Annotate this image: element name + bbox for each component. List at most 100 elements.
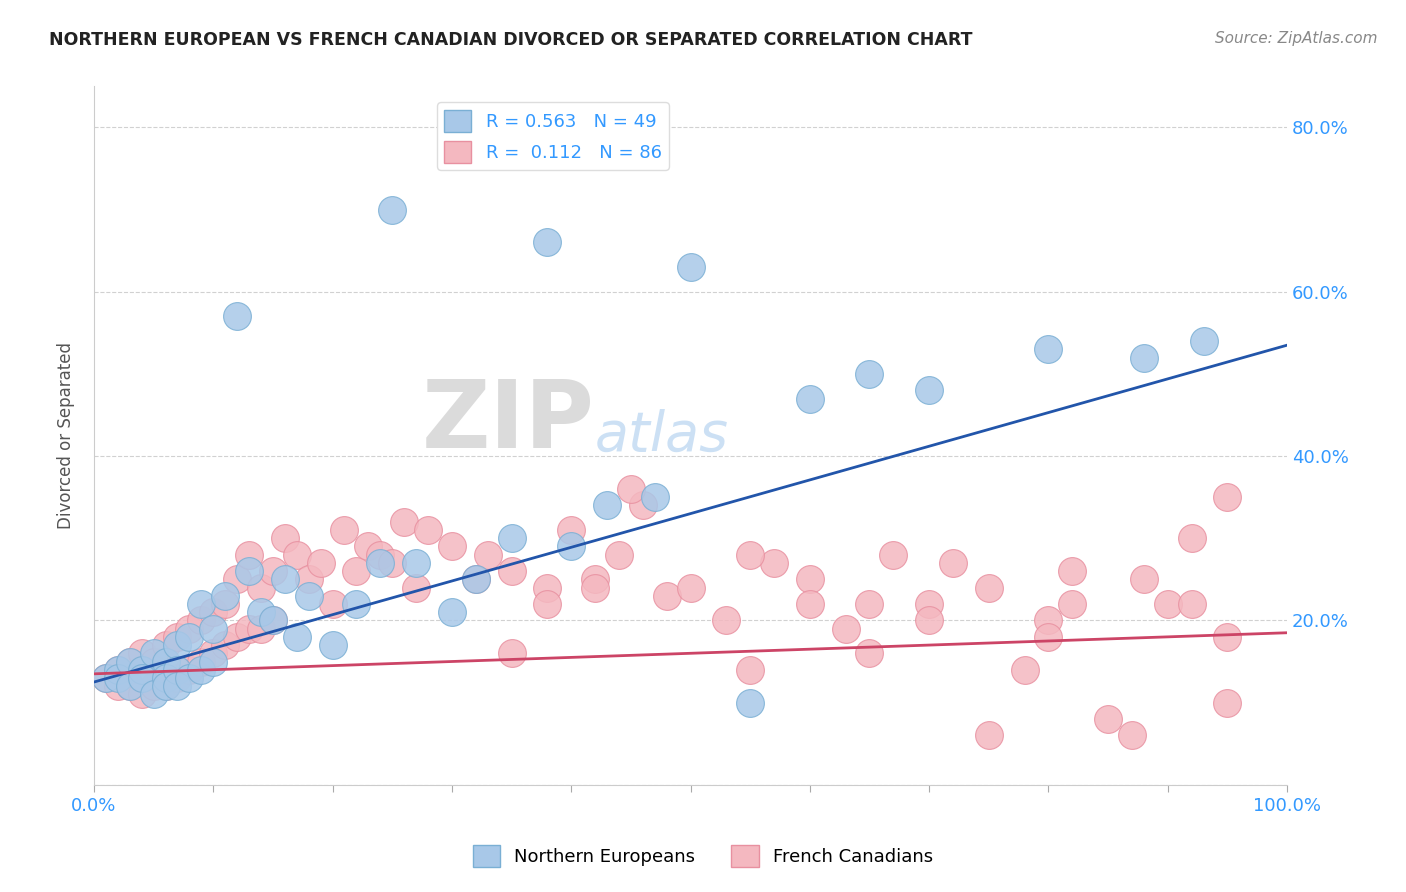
- Point: [679, 260, 702, 274]
- Point: [155, 671, 177, 685]
- Point: [1038, 614, 1060, 628]
- Point: [631, 499, 654, 513]
- Point: [501, 646, 523, 660]
- Point: [368, 548, 391, 562]
- Point: [1097, 712, 1119, 726]
- Point: [250, 622, 273, 636]
- Point: [644, 490, 666, 504]
- Point: [94, 671, 117, 685]
- Point: [179, 671, 201, 685]
- Point: [118, 655, 141, 669]
- Point: [107, 663, 129, 677]
- Point: [858, 646, 880, 660]
- Point: [464, 572, 486, 586]
- Point: [155, 679, 177, 693]
- Point: [298, 589, 321, 603]
- Point: [918, 597, 941, 611]
- Legend: Northern Europeans, French Canadians: Northern Europeans, French Canadians: [465, 838, 941, 874]
- Point: [155, 679, 177, 693]
- Point: [1038, 343, 1060, 357]
- Point: [977, 729, 1000, 743]
- Point: [501, 531, 523, 545]
- Point: [607, 548, 630, 562]
- Point: [238, 548, 260, 562]
- Point: [214, 597, 236, 611]
- Y-axis label: Divorced or Separated: Divorced or Separated: [58, 342, 75, 529]
- Point: [799, 597, 821, 611]
- Text: atlas: atlas: [595, 409, 730, 462]
- Point: [131, 687, 153, 701]
- Point: [1062, 564, 1084, 578]
- Point: [107, 663, 129, 677]
- Point: [131, 671, 153, 685]
- Point: [620, 482, 643, 496]
- Point: [131, 663, 153, 677]
- Point: [226, 630, 249, 644]
- Point: [405, 581, 427, 595]
- Point: [834, 622, 856, 636]
- Point: [763, 556, 786, 570]
- Point: [142, 687, 165, 701]
- Point: [1216, 490, 1239, 504]
- Point: [166, 671, 188, 685]
- Point: [166, 630, 188, 644]
- Point: [392, 515, 415, 529]
- Point: [536, 235, 558, 250]
- Point: [716, 614, 738, 628]
- Text: ZIP: ZIP: [422, 376, 595, 467]
- Point: [322, 638, 344, 652]
- Point: [190, 663, 212, 677]
- Point: [179, 622, 201, 636]
- Point: [166, 663, 188, 677]
- Point: [416, 523, 439, 537]
- Point: [1133, 572, 1156, 586]
- Point: [740, 548, 762, 562]
- Point: [285, 548, 308, 562]
- Text: NORTHERN EUROPEAN VS FRENCH CANADIAN DIVORCED OR SEPARATED CORRELATION CHART: NORTHERN EUROPEAN VS FRENCH CANADIAN DIV…: [49, 31, 973, 49]
- Point: [357, 540, 380, 554]
- Point: [238, 564, 260, 578]
- Point: [155, 638, 177, 652]
- Point: [381, 556, 404, 570]
- Point: [799, 392, 821, 406]
- Point: [118, 679, 141, 693]
- Point: [464, 572, 486, 586]
- Point: [107, 679, 129, 693]
- Point: [858, 597, 880, 611]
- Point: [1181, 531, 1204, 545]
- Point: [107, 671, 129, 685]
- Point: [118, 679, 141, 693]
- Point: [118, 655, 141, 669]
- Point: [142, 646, 165, 660]
- Point: [142, 655, 165, 669]
- Point: [322, 597, 344, 611]
- Point: [166, 679, 188, 693]
- Point: [142, 679, 165, 693]
- Point: [942, 556, 965, 570]
- Point: [190, 597, 212, 611]
- Point: [94, 671, 117, 685]
- Point: [1133, 351, 1156, 365]
- Point: [381, 202, 404, 217]
- Point: [740, 663, 762, 677]
- Point: [262, 614, 284, 628]
- Point: [655, 589, 678, 603]
- Point: [405, 556, 427, 570]
- Point: [250, 605, 273, 619]
- Point: [179, 663, 201, 677]
- Point: [560, 540, 582, 554]
- Point: [858, 367, 880, 381]
- Point: [262, 564, 284, 578]
- Point: [238, 622, 260, 636]
- Point: [190, 614, 212, 628]
- Point: [1216, 696, 1239, 710]
- Point: [262, 614, 284, 628]
- Point: [536, 597, 558, 611]
- Point: [179, 630, 201, 644]
- Point: [1038, 630, 1060, 644]
- Point: [155, 655, 177, 669]
- Point: [1192, 334, 1215, 348]
- Point: [214, 638, 236, 652]
- Point: [1121, 729, 1143, 743]
- Point: [226, 572, 249, 586]
